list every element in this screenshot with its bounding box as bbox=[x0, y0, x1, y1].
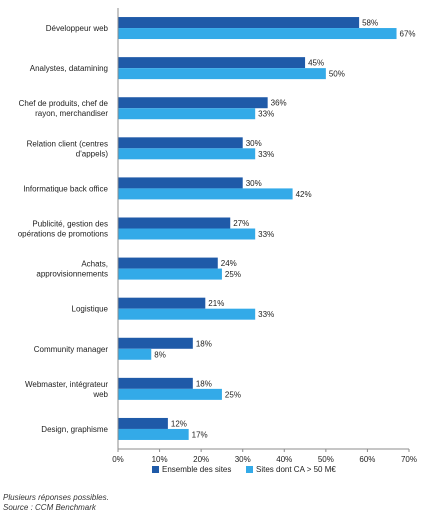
category-labels: Développeur web Analystes, datamining Chef… bbox=[18, 24, 109, 434]
data-label: 17% bbox=[192, 430, 208, 439]
legend-label: Ensemble des sites bbox=[162, 465, 231, 474]
axes bbox=[117, 8, 410, 452]
x-tick-label: 70% bbox=[401, 455, 417, 464]
data-label: 30% bbox=[246, 139, 262, 148]
category-label: Community manager bbox=[34, 345, 109, 354]
category-label: Informatique back office bbox=[23, 184, 108, 193]
category-label: Relation client (centres d'appels) bbox=[27, 139, 109, 158]
note-source: Source : CCM Benchmark bbox=[3, 503, 96, 512]
data-label: 36% bbox=[271, 99, 287, 108]
bar bbox=[118, 137, 243, 149]
bar bbox=[118, 68, 326, 80]
data-label: 33% bbox=[258, 310, 274, 319]
data-label: 24% bbox=[221, 259, 237, 268]
data-label: 18% bbox=[196, 339, 212, 348]
bar bbox=[118, 188, 293, 200]
bar bbox=[118, 348, 152, 360]
legend-swatch bbox=[246, 466, 253, 473]
value-labels: 58% 67% 45% 50% 36% 33% 30% 33% 30% 42% 27% 33% 24% 2… bbox=[154, 19, 415, 440]
bar bbox=[118, 337, 193, 349]
legend-swatch bbox=[152, 466, 159, 473]
bar bbox=[118, 17, 360, 29]
category-label: Logistique bbox=[72, 305, 109, 314]
bar bbox=[118, 228, 256, 240]
data-label: 25% bbox=[225, 390, 241, 399]
data-label: 33% bbox=[258, 150, 274, 159]
category-label: Analystes, datamining bbox=[30, 64, 108, 73]
data-label: 45% bbox=[308, 59, 324, 68]
category-label: Développeur web bbox=[46, 24, 109, 33]
data-label: 21% bbox=[208, 299, 224, 308]
x-tick-label: 30% bbox=[235, 455, 251, 464]
bar bbox=[118, 417, 168, 429]
category-label: Publicité, gestion des opérations de prom… bbox=[18, 220, 108, 239]
data-label: 27% bbox=[233, 219, 249, 228]
x-tick-label: 20% bbox=[193, 455, 209, 464]
data-label: 33% bbox=[258, 230, 274, 239]
data-label: 33% bbox=[258, 110, 274, 119]
bar bbox=[118, 108, 256, 120]
bar bbox=[118, 428, 189, 440]
bar bbox=[118, 97, 268, 109]
legend-label: Sites dont CA > 50 M€ bbox=[256, 465, 336, 474]
category-label: Achats, approvisionnements bbox=[36, 260, 108, 279]
data-label: 12% bbox=[171, 419, 187, 428]
legend: Ensemble des sites Sites dont CA > 50 M€ bbox=[152, 465, 336, 474]
bar bbox=[118, 177, 243, 189]
bar bbox=[118, 217, 231, 229]
bar bbox=[118, 297, 206, 309]
category-label: Webmaster, intégrateur web bbox=[25, 380, 109, 399]
category-label: Design, graphisme bbox=[41, 425, 108, 434]
bars bbox=[118, 17, 397, 440]
data-label: 30% bbox=[246, 179, 262, 188]
x-tick-label: 0% bbox=[112, 455, 124, 464]
data-label: 67% bbox=[400, 30, 416, 39]
data-label: 58% bbox=[362, 19, 378, 28]
x-tick-label: 50% bbox=[318, 455, 334, 464]
x-tick-label: 60% bbox=[359, 455, 375, 464]
bar-chart: Développeur web Analystes, datamining Chef… bbox=[18, 8, 417, 474]
category-label: Chef de produits, chef de rayon, merchand… bbox=[19, 99, 109, 118]
bar bbox=[118, 257, 218, 269]
data-label: 42% bbox=[296, 190, 312, 199]
data-label: 18% bbox=[196, 379, 212, 388]
bar bbox=[118, 268, 222, 280]
bar bbox=[118, 388, 222, 400]
bar bbox=[118, 308, 256, 320]
data-label: 25% bbox=[225, 270, 241, 279]
bar bbox=[118, 28, 397, 40]
x-tick-label: 40% bbox=[276, 455, 292, 464]
bar bbox=[118, 57, 306, 69]
x-tick-labels: 0% 10% 20% 30% 40% 50% 60% 70% bbox=[112, 455, 417, 464]
x-tick-label: 10% bbox=[152, 455, 168, 464]
note-multiple-answers: Plusieurs réponses possibles. bbox=[3, 493, 109, 502]
data-label: 8% bbox=[154, 350, 166, 359]
bar bbox=[118, 148, 256, 160]
chart-notes: Plusieurs réponses possibles. Source : C… bbox=[3, 493, 109, 513]
bar bbox=[118, 377, 193, 389]
data-label: 50% bbox=[329, 70, 345, 79]
